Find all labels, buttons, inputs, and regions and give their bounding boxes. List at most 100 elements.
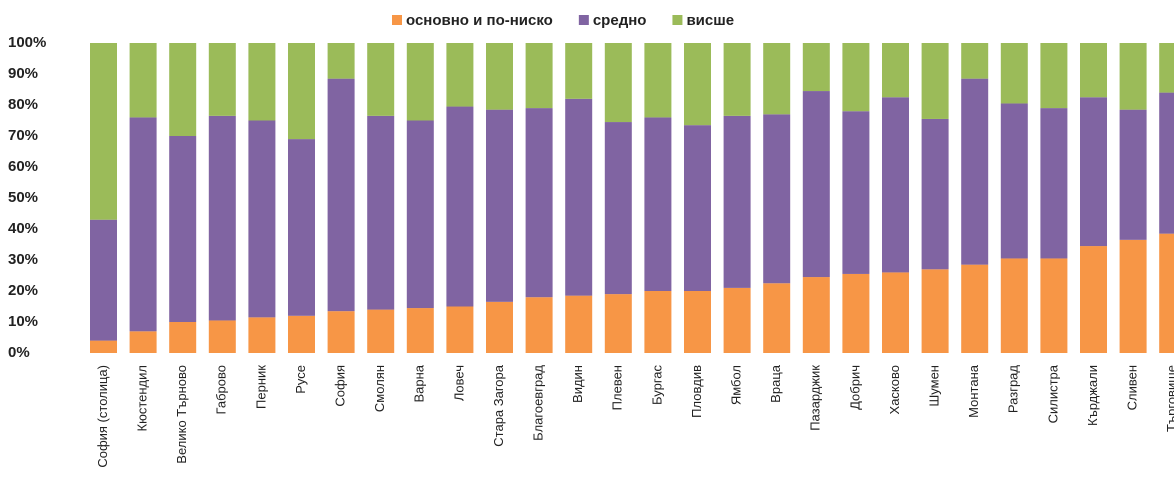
y-tick-label: 20% <box>8 282 38 299</box>
x-tick-label: София (столица) <box>95 365 110 468</box>
x-tick-label: Бургас <box>649 365 664 406</box>
x-tick-label: Смолян <box>372 365 387 412</box>
bar-segment <box>882 97 909 273</box>
x-tick-label: Стара Загора <box>491 364 506 446</box>
bar-segment <box>961 264 989 353</box>
bar-segment <box>1040 108 1068 259</box>
y-tick-label: 30% <box>8 251 38 268</box>
y-tick-label: 90% <box>8 65 38 82</box>
bar-segment <box>604 43 632 123</box>
x-tick-label: Търговище <box>1164 365 1174 432</box>
legend-swatch <box>672 15 683 25</box>
bar-segment <box>288 315 315 353</box>
bar-segment <box>842 43 870 112</box>
bar-segment <box>90 43 117 220</box>
bar-segment <box>1119 43 1147 110</box>
x-tick-label: Перник <box>253 365 268 409</box>
bar-segment <box>644 43 672 118</box>
x-tick-label: Варна <box>412 364 427 402</box>
bar-segment <box>1159 233 1174 353</box>
bar-segment <box>327 43 355 79</box>
bar-segment <box>723 43 751 116</box>
bar-segment <box>763 43 791 115</box>
bar-segment <box>565 98 593 296</box>
bar-segment <box>129 331 157 353</box>
bar-segment <box>1119 239 1147 353</box>
bar-segment <box>961 43 989 79</box>
bar-segment <box>446 106 474 307</box>
bar-segment <box>129 43 157 118</box>
bar-segment <box>486 301 513 353</box>
x-tick-label: Враца <box>768 364 783 403</box>
bar-segment <box>486 109 513 302</box>
bar-segment <box>763 114 791 284</box>
bar-segment <box>288 139 315 316</box>
x-tick-label: Разград <box>1006 365 1021 413</box>
bar-segment <box>961 78 989 265</box>
bar-segment <box>763 283 791 353</box>
x-tick-label: Сливен <box>1125 365 1140 410</box>
bar-segment <box>208 115 236 321</box>
bar-segment <box>248 43 276 121</box>
bar-segment <box>882 272 909 353</box>
bar-segment <box>882 43 909 98</box>
bar-segment <box>367 309 395 353</box>
bar-segment <box>1000 43 1028 104</box>
bar-segment <box>367 43 395 116</box>
bar-segment <box>644 291 672 353</box>
bar-segment <box>802 277 830 353</box>
bar-segment <box>208 43 236 116</box>
bar-segment <box>723 287 751 353</box>
bar-segment <box>802 91 830 278</box>
x-tick-label: Русе <box>293 365 308 394</box>
bar-segment <box>684 43 711 126</box>
bar-segment <box>604 122 632 295</box>
bar-segment <box>644 117 672 292</box>
x-tick-label: София <box>333 365 348 407</box>
bar-segment <box>842 273 870 353</box>
bar-segment <box>684 125 711 292</box>
bar-segment <box>90 340 117 353</box>
bar-segment <box>208 320 236 353</box>
bar-segment <box>1040 43 1068 109</box>
x-tick-label: Велико Търново <box>174 365 189 464</box>
x-tick-label: Добрич <box>847 365 862 410</box>
bar-segment <box>1159 92 1174 234</box>
y-tick-label: 50% <box>8 189 38 206</box>
y-tick-label: 100% <box>8 34 46 51</box>
y-tick-label: 40% <box>8 220 38 237</box>
bar-segment <box>248 120 276 318</box>
x-tick-label: Силистра <box>1045 364 1060 423</box>
bar-segment <box>684 291 711 353</box>
x-tick-label: Пловдив <box>689 365 704 418</box>
bar-segment <box>446 43 474 107</box>
bar-segment <box>169 136 197 322</box>
y-tick-label: 10% <box>8 313 38 330</box>
bar-segment <box>288 43 315 140</box>
legend-label: висше <box>686 12 734 29</box>
x-tick-label: Благоевград <box>531 365 546 441</box>
bar-segment <box>723 115 751 288</box>
bar-segment <box>327 78 355 312</box>
bar-segment <box>1080 43 1107 98</box>
x-tick-label: Монтана <box>966 364 981 418</box>
x-tick-label: Плевен <box>610 365 625 410</box>
y-tick-label: 80% <box>8 96 38 113</box>
bar-segment <box>406 308 434 353</box>
bar-segment <box>921 269 949 353</box>
bar-segment <box>1000 258 1028 353</box>
bar-segment <box>406 120 434 309</box>
bar-segment <box>565 43 593 99</box>
bar-segment <box>129 117 157 332</box>
bar-segment <box>1080 246 1107 353</box>
x-tick-label: Видин <box>570 365 585 403</box>
bar-segment <box>1080 97 1107 247</box>
x-tick-label: Хасково <box>887 365 902 414</box>
bar-segment <box>565 295 593 353</box>
x-tick-label: Кюстендил <box>135 365 150 431</box>
bar-segment <box>486 43 513 110</box>
bar-segment <box>1159 43 1174 93</box>
y-tick-label: 60% <box>8 158 38 175</box>
bar-segment <box>1040 258 1068 353</box>
